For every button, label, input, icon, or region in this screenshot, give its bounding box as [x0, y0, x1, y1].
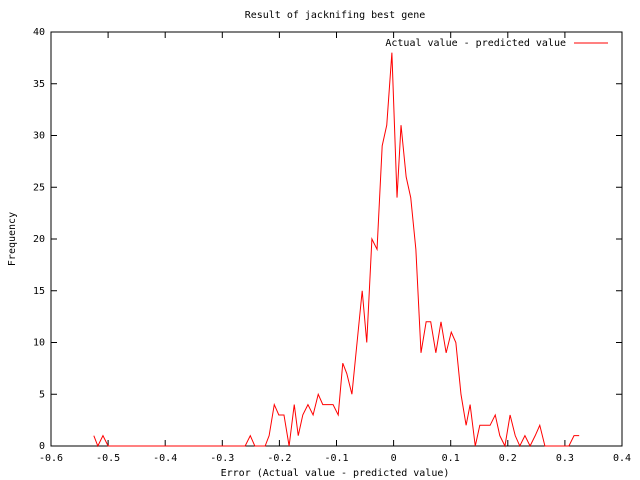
x-tick-label: -0.1: [324, 453, 348, 464]
x-tick-label: 0.4: [613, 453, 631, 464]
x-tick-label: 0.2: [499, 453, 517, 464]
y-tick-label: 40: [33, 27, 45, 38]
y-tick-label: 25: [33, 182, 45, 193]
data-line: [93, 52, 580, 448]
x-tick-label: 0.1: [442, 453, 460, 464]
x-tick-label: 0.3: [556, 453, 574, 464]
x-tick-label: -0.2: [267, 453, 291, 464]
y-tick-label: 15: [33, 286, 45, 297]
y-tick-label: 30: [33, 131, 45, 142]
y-tick-label: 35: [33, 79, 45, 90]
y-tick-label: 10: [33, 338, 45, 349]
x-tick-label: 0: [391, 453, 397, 464]
x-tick-label: -0.4: [153, 453, 177, 464]
y-tick-label: 5: [39, 389, 45, 400]
chart-title: Result of jacknifing best gene: [245, 10, 426, 21]
x-tick-label: -0.3: [210, 453, 234, 464]
x-tick-label: -0.5: [96, 453, 120, 464]
legend-label: Actual value - predicted value: [385, 38, 566, 49]
x-axis-label: Error (Actual value - predicted value): [221, 468, 450, 479]
x-tick-label: -0.6: [39, 453, 63, 464]
y-axis-label: Frequency: [7, 212, 18, 266]
y-tick-label: 20: [33, 234, 45, 245]
y-tick-label: 0: [39, 441, 45, 452]
